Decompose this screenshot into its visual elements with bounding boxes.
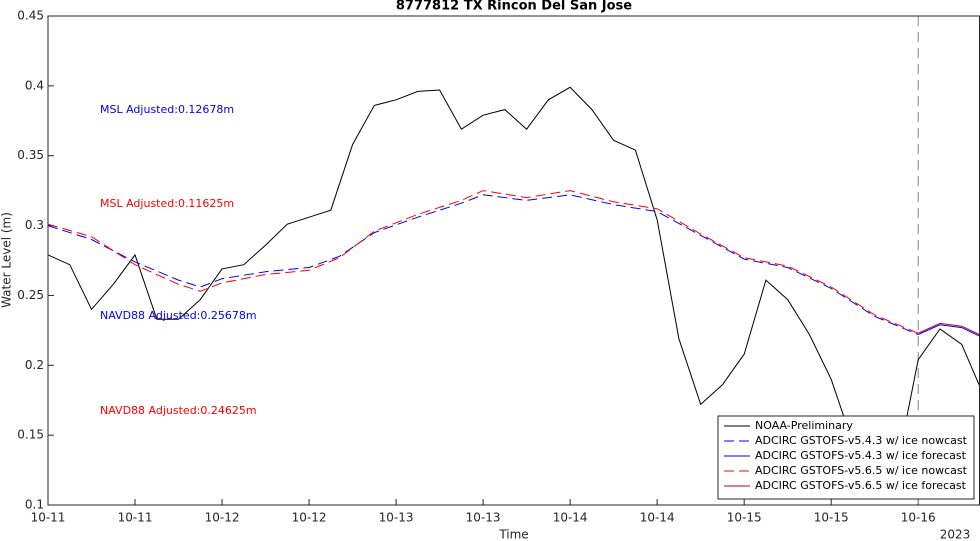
x-tick-label: 10-12 xyxy=(292,511,327,525)
series-line xyxy=(47,86,980,480)
x-axis-label: Time xyxy=(498,528,528,541)
legend: NOAA-Preliminary ADCIRC GSTOFS-v5.4.3 w/ … xyxy=(717,415,975,500)
y-tick-label: 0.1 xyxy=(25,498,44,512)
x-tick-label: 10-13 xyxy=(379,511,414,525)
y-tick-label: 0.2 xyxy=(25,358,44,372)
annotation: MSL Adjusted:0.12678m xyxy=(100,103,234,116)
legend-box xyxy=(717,415,975,500)
series-line xyxy=(47,194,919,335)
y-tick-label: 0.4 xyxy=(25,78,44,92)
x-tick-label: 10-15 xyxy=(814,511,849,525)
x-tick-label: 10-11 xyxy=(118,511,153,525)
y-tick-label: 0.3 xyxy=(25,218,44,232)
x-tick-label: 10-14 xyxy=(553,511,588,525)
x-tick-label: 10-16 xyxy=(901,511,936,525)
legend-label: ADCIRC GSTOFS-v5.6.5 w/ ice nowcast xyxy=(755,464,968,477)
series-line xyxy=(47,190,919,334)
annotation: MSL Adjusted:0.11625m xyxy=(100,197,234,210)
y-axis-label: Water Level (m) xyxy=(0,212,14,308)
chart-title: 8777812 TX Rincon Del San Jose xyxy=(396,0,632,14)
annotation: NAVD88 Adjusted:0.24625m xyxy=(100,404,257,417)
legend-label: ADCIRC GSTOFS-v5.4.3 w/ ice nowcast xyxy=(755,434,968,447)
legend-label: ADCIRC GSTOFS-v5.6.5 w/ ice forecast xyxy=(755,479,967,492)
y-tick-label: 0.35 xyxy=(17,148,44,162)
legend-label: ADCIRC GSTOFS-v5.4.3 w/ ice forecast xyxy=(755,449,967,462)
year-label: 2023 xyxy=(940,528,971,541)
x-tick-label: 10-15 xyxy=(727,511,762,525)
y-tick-label: 0.25 xyxy=(17,288,44,302)
y-tick-label: 0.15 xyxy=(17,428,44,442)
y-tick-label: 0.45 xyxy=(17,9,44,23)
x-tick-label: 10-12 xyxy=(205,511,240,525)
x-tick-label: 10-11 xyxy=(31,511,66,525)
legend-label: NOAA-Preliminary xyxy=(755,419,853,432)
series-line xyxy=(917,322,980,335)
annotation: NAVD88 Adjusted:0.25678m xyxy=(100,309,257,322)
x-tick-label: 10-13 xyxy=(466,511,501,525)
x-tick-label: 10-14 xyxy=(640,511,675,525)
series-line xyxy=(917,324,980,337)
